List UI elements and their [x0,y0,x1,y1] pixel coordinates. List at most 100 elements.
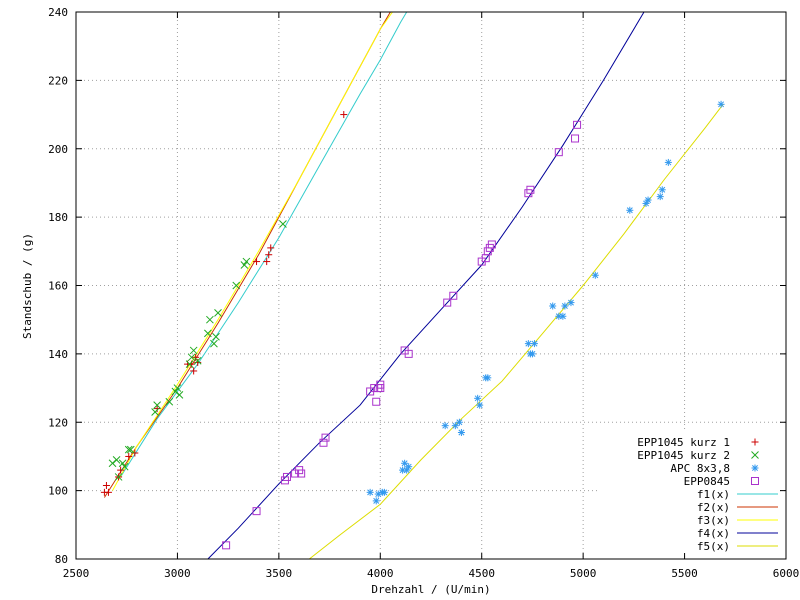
data-point-epp1045-kurz-2 [114,473,123,481]
data-point-apc-8x3-8 [567,299,575,307]
data-point-apc-8x3-8-stroke [592,272,599,279]
x-tick-label: 4000 [367,567,394,580]
data-point-epp1045-kurz-1 [265,251,273,259]
data-point-epp0845 [449,291,458,300]
data-point-epp0845 [404,349,413,358]
data-point-apc-8x3-8 [530,340,538,348]
data-point-epp0845 [443,298,452,307]
data-point-epp0845 [252,507,261,516]
y-tick-label: 180 [48,211,68,224]
data-point-epp1045-kurz-2-stroke [210,339,218,348]
data-point-apc-8x3-8 [372,497,380,505]
data-point-epp1045-kurz-1 [190,367,198,375]
data-point-epp1045-kurz-1 [253,258,261,266]
data-point-epp1045-kurz-2 [173,384,182,392]
series-line-f3x [112,12,393,491]
data-point-apc-8x3-8 [644,196,652,204]
data-point-epp1045-kurz-2-stroke [189,346,198,355]
x-tick-label: 3500 [266,567,293,580]
legend-marker [751,438,759,446]
data-point-epp0845-stroke [449,291,458,300]
y-axis-label: Standschub / (g) [21,233,34,339]
data-point-epp1045-kurz-2-stroke [114,473,123,481]
data-point-epp1045-kurz-2-stroke [124,445,133,454]
data-point-epp1045-kurz-2 [212,332,220,341]
data-point-apc-8x3-8 [405,463,413,471]
y-tick-label: 160 [48,280,68,293]
data-point-epp1045-kurz-2-stroke [175,391,184,399]
data-point-apc-8x3-8 [474,394,482,402]
series-line-f5x [308,103,724,559]
data-point-apc-8x3-8 [591,271,599,279]
data-point-epp0845 [554,148,563,157]
legend-marker-stroke [751,477,759,485]
data-point-epp1045-kurz-2-stroke [214,308,222,317]
data-point-epp1045-kurz-1 [131,449,139,457]
data-point-epp1045-kurz-2 [185,360,194,368]
data-point-apc-8x3-8 [455,418,463,426]
data-point-epp1045-kurz-2 [118,459,127,468]
data-point-epp0845 [222,541,231,550]
data-point-epp0845-stroke [321,433,330,442]
data-point-epp0845 [321,433,330,442]
data-point-epp1045-kurz-1 [102,481,110,489]
x-tick-label: 6000 [773,567,800,580]
y-tick-label: 100 [48,485,68,498]
data-point-apc-8x3-8-stroke [456,419,463,426]
data-point-epp1045-kurz-2-stroke [173,384,182,392]
data-point-epp1045-kurz-2-stroke [212,332,220,341]
data-point-epp1045-kurz-2-stroke [204,329,212,338]
data-point-apc-8x3-8-stroke [529,350,536,357]
data-point-apc-8x3-8 [476,401,484,409]
data-point-epp1045-kurz-2 [242,257,251,266]
data-point-epp1045-kurz-2 [189,346,198,355]
data-point-epp1045-kurz-2 [175,391,184,399]
data-point-apc-8x3-8-stroke [559,313,566,320]
data-point-apc-8x3-8 [441,422,449,430]
data-point-epp1045-kurz-2 [206,315,214,324]
data-point-apc-8x3-8 [717,100,725,108]
data-point-epp0845-stroke [554,148,563,157]
legend-entry-label: f5(x) [697,540,730,553]
data-point-epp0845-stroke [372,397,381,406]
data-point-epp1045-kurz-2-stroke [120,462,129,471]
legend-entry-label: f2(x) [697,501,730,514]
data-point-apc-8x3-8-stroke [381,489,388,496]
data-point-epp0845-stroke [573,120,582,129]
legend-entry-label: APC 8x3,8 [670,462,730,475]
data-point-apc-8x3-8 [559,312,567,320]
data-point-apc-8x3-8 [380,488,388,496]
y-tick-label: 220 [48,74,68,87]
data-point-epp1045-kurz-2-stroke [187,353,196,362]
data-point-epp0845-stroke [376,384,385,393]
data-point-apc-8x3-8 [664,158,672,166]
data-point-epp1045-kurz-2 [193,356,202,365]
data-point-epp1045-kurz-1 [263,258,271,266]
data-point-epp1045-kurz-1 [267,244,275,252]
data-point-apc-8x3-8-stroke [401,460,408,467]
data-point-apc-8x3-8-stroke [367,489,374,496]
axis-ticks: 2500 3000 3500 4000 4500 5000 5500 6000 80 100 120… [48,6,799,580]
data-point-apc-8x3-8 [528,350,536,358]
data-point-epp1045-kurz-2-stroke [112,456,121,464]
data-point-apc-8x3-8 [524,340,532,348]
data-point-epp1045-kurz-1 [104,488,112,496]
data-point-apc-8x3-8-stroke [718,101,725,108]
data-point-epp1045-kurz-2-stroke [151,408,159,416]
data-point-apc-8x3-8-stroke [549,303,556,309]
data-point-epp0845-stroke [297,469,306,478]
data-point-apc-8x3-8 [626,206,634,214]
data-point-epp1045-kurz-2 [124,445,133,454]
data-point-epp0845-stroke [282,472,291,481]
data-point-apc-8x3-8-stroke [442,422,449,429]
data-point-epp1045-kurz-2-stroke [232,281,241,290]
data-point-epp1045-kurz-2 [240,261,249,269]
data-point-epp0845-stroke [404,349,413,358]
data-point-epp0845 [282,472,291,481]
data-point-epp0845-stroke [526,185,535,194]
data-point-apc-8x3-8 [656,193,664,201]
data-point-epp1045-kurz-2-stroke [185,360,194,368]
legend-entry-label: EPP0845 [684,475,730,488]
data-point-epp0845 [319,438,328,447]
